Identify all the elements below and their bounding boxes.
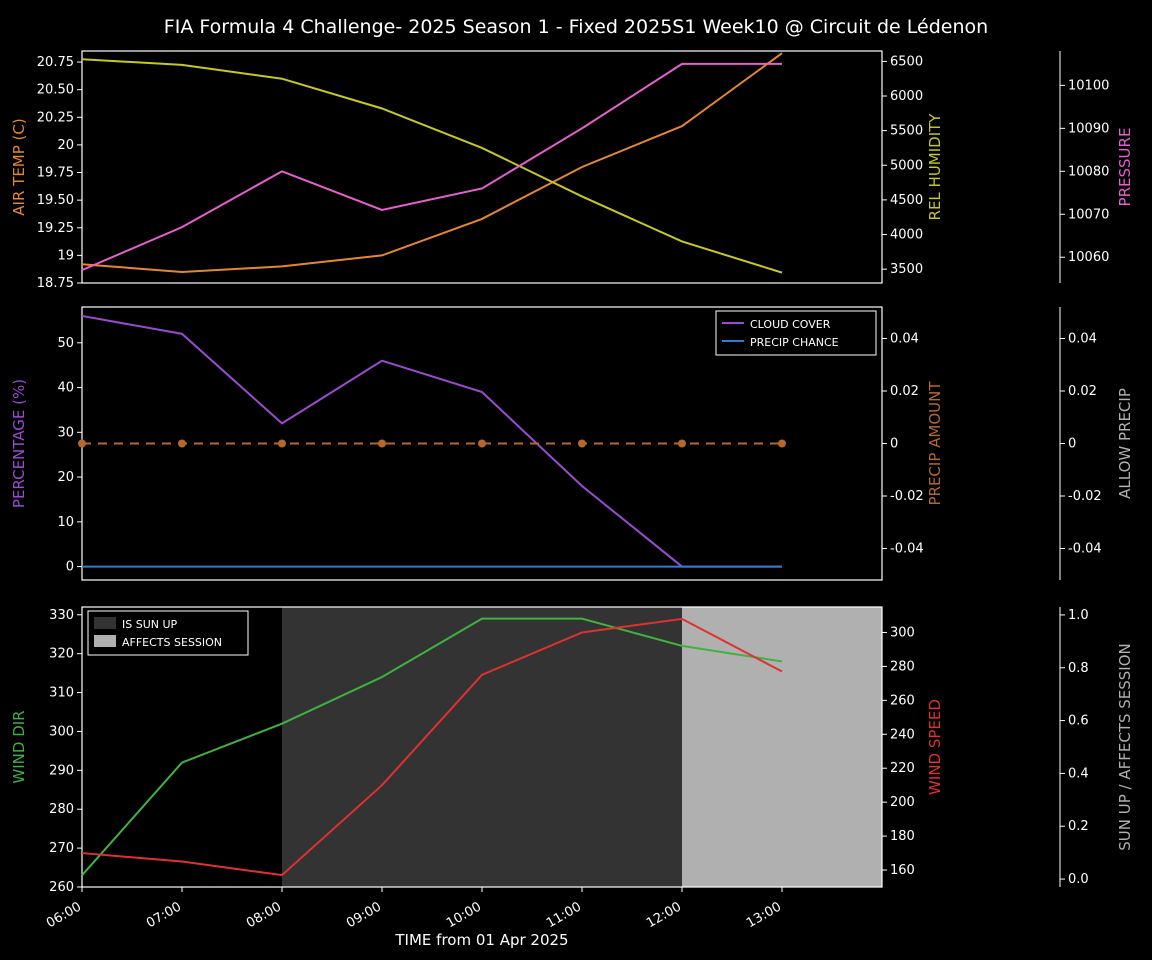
ytick-left: 20	[57, 470, 74, 485]
ytick-left: 40	[57, 381, 74, 396]
ytick-r2: 1.0	[1068, 608, 1089, 623]
marker-precip_amount	[778, 440, 786, 448]
ytick-r2: 0.6	[1068, 714, 1089, 729]
ytick-r1: 4500	[890, 193, 923, 208]
marker-precip_amount	[578, 440, 586, 448]
ytick-r2: 10080	[1068, 164, 1109, 179]
ytick-r1: 180	[890, 829, 915, 844]
ytick-r1: -0.02	[890, 489, 924, 504]
ytick-r1: 280	[890, 659, 915, 674]
ytick-r2: 0.02	[1068, 384, 1097, 399]
ylabel-r1-1: PRECIP AMOUNT	[926, 381, 944, 506]
ytick-r1: 240	[890, 727, 915, 742]
marker-precip_amount	[178, 440, 186, 448]
ytick-left: 300	[49, 724, 74, 739]
ytick-r1: 3500	[890, 262, 923, 277]
ytick-r2: -0.02	[1068, 489, 1102, 504]
ytick-r1: 0.02	[890, 384, 919, 399]
ytick-r1: 5500	[890, 124, 923, 139]
ytick-r1: 200	[890, 795, 915, 810]
legend-swatch	[94, 617, 116, 629]
marker-precip_amount	[678, 440, 686, 448]
ytick-left: 270	[49, 841, 74, 856]
marker-precip_amount	[478, 440, 486, 448]
ytick-left: 19	[57, 248, 74, 263]
ytick-r2: 10070	[1068, 207, 1109, 222]
ytick-left: 19.25	[37, 221, 74, 236]
ytick-r2: -0.04	[1068, 542, 1102, 557]
ytick-left: 18.75	[37, 276, 74, 291]
marker-precip_amount	[278, 440, 286, 448]
ytick-r2: 10090	[1068, 121, 1109, 136]
ytick-r1: 6500	[890, 54, 923, 69]
ytick-left: 19.50	[37, 193, 74, 208]
legend-label: IS SUN UP	[122, 618, 178, 631]
ytick-r2: 0.04	[1068, 332, 1097, 347]
ytick-r1: 220	[890, 761, 915, 776]
ytick-r2: 0	[1068, 437, 1076, 452]
ylabel-left-1: PERCENTAGE (%)	[10, 379, 28, 508]
ytick-left: 260	[49, 880, 74, 895]
weather-chart: FIA Formula 4 Challenge- 2025 Season 1 -…	[0, 0, 1152, 960]
marker-precip_amount	[378, 440, 386, 448]
ylabel-r1-2: WIND SPEED	[926, 699, 944, 795]
ytick-r1: 6000	[890, 89, 923, 104]
legend-swatch	[94, 635, 116, 647]
ytick-r2: 10060	[1068, 250, 1109, 265]
ytick-left: 19.75	[37, 166, 74, 181]
affects_session-region	[682, 607, 882, 887]
ytick-left: 20.50	[37, 83, 74, 98]
ylabel-r1-0: REL HUMIDITY	[926, 113, 944, 221]
ylabel-r2-0: PRESSURE	[1116, 128, 1134, 207]
x-axis-label: TIME from 01 Apr 2025	[394, 931, 568, 949]
legend-label: PRECIP CHANCE	[750, 336, 839, 349]
marker-precip_amount	[78, 440, 86, 448]
ytick-r1: 4000	[890, 228, 923, 243]
ytick-r2: 0.4	[1068, 766, 1089, 781]
ytick-r1: 300	[890, 625, 915, 640]
ytick-r1: 0	[890, 437, 898, 452]
ylabel-left-0: AIR TEMP (C)	[10, 118, 28, 215]
ytick-left: 20	[57, 138, 74, 153]
ytick-r2: 0.8	[1068, 661, 1089, 676]
ytick-left: 50	[57, 336, 74, 351]
ytick-left: 0	[66, 560, 74, 575]
ytick-r1: -0.04	[890, 542, 924, 557]
ytick-left: 280	[49, 802, 74, 817]
ytick-left: 20.75	[37, 55, 74, 70]
ytick-left: 330	[49, 608, 74, 623]
ytick-r2: 0.2	[1068, 819, 1089, 834]
ylabel-left-2: WIND DIR	[10, 710, 28, 783]
chart-title: FIA Formula 4 Challenge- 2025 Season 1 -…	[164, 16, 988, 38]
legend-label: CLOUD COVER	[750, 318, 831, 331]
ytick-r2: 0.0	[1068, 872, 1089, 887]
ytick-r1: 160	[890, 863, 915, 878]
ytick-r2: 10100	[1068, 78, 1109, 93]
ytick-left: 320	[49, 647, 74, 662]
ytick-left: 310	[49, 686, 74, 701]
ytick-left: 10	[57, 515, 74, 530]
ytick-left: 30	[57, 425, 74, 440]
ytick-r1: 260	[890, 693, 915, 708]
ytick-left: 20.25	[37, 110, 74, 125]
ylabel-r2-1: ALLOW PRECIP	[1116, 388, 1134, 499]
ytick-left: 290	[49, 763, 74, 778]
ytick-r1: 0.04	[890, 332, 919, 347]
ytick-r1: 5000	[890, 158, 923, 173]
legend-label: AFFECTS SESSION	[122, 636, 222, 649]
ylabel-r2-2: SUN UP / AFFECTS SESSION	[1116, 643, 1134, 851]
